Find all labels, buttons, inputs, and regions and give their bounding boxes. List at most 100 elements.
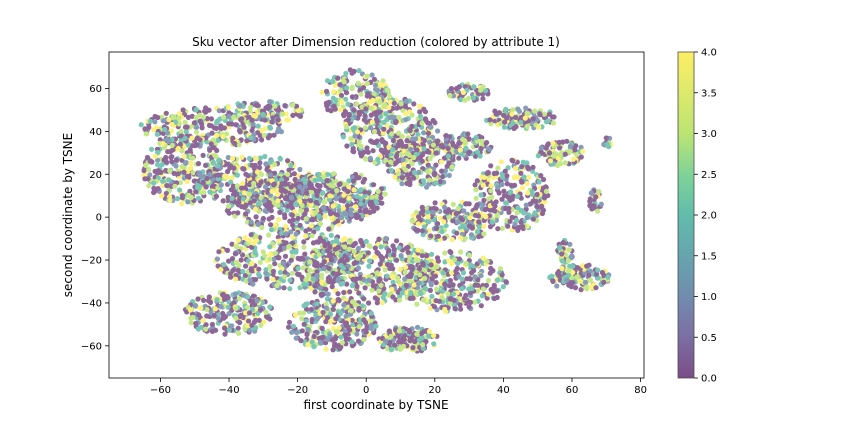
scatter-point: [371, 182, 377, 188]
scatter-point: [424, 184, 430, 190]
scatter-point: [472, 212, 479, 218]
scatter-point: [538, 173, 544, 179]
scatter-point: [395, 171, 401, 177]
scatter-point: [338, 107, 344, 113]
scatter-point: [241, 124, 247, 130]
scatter-point: [447, 300, 453, 306]
scatter-point: [237, 128, 243, 134]
scatter-point: [599, 269, 606, 276]
scatter-point: [185, 114, 191, 120]
scatter-point: [480, 84, 486, 90]
scatter-point: [389, 273, 395, 279]
scatter-point: [238, 257, 244, 263]
scatter-point: [428, 233, 434, 239]
scatter-point: [411, 175, 417, 181]
scatter-point: [193, 107, 199, 113]
scatter-point: [232, 140, 238, 147]
scatter-point: [523, 206, 529, 212]
scatter-point: [440, 174, 446, 180]
scatter-point: [314, 316, 320, 322]
scatter-point: [439, 168, 445, 174]
scatter-point: [588, 190, 594, 196]
scatter-point: [307, 198, 314, 204]
scatter-point: [365, 250, 371, 256]
scatter-point: [444, 209, 450, 215]
scatter-point: [396, 114, 402, 120]
scatter-point: [233, 305, 239, 311]
scatter-point: [200, 114, 207, 120]
scatter-point: [346, 327, 353, 333]
scatter-point: [416, 337, 422, 343]
scatter-point: [351, 68, 357, 74]
scatter-point: [357, 275, 363, 281]
scatter-point: [302, 251, 308, 257]
scatter-point: [356, 305, 362, 312]
scatter-point: [494, 277, 501, 283]
scatter-point: [348, 207, 354, 213]
scatter-point: [483, 214, 489, 220]
scatter-point: [467, 223, 473, 229]
x-tick-label: 0: [363, 385, 369, 396]
scatter-point: [330, 347, 336, 353]
scatter-point: [270, 268, 277, 274]
scatter-point: [301, 244, 307, 250]
scatter-point: [441, 235, 447, 241]
scatter-point: [230, 267, 236, 273]
scatter-point: [163, 167, 169, 174]
scatter-point: [236, 199, 242, 205]
scatter-point: [341, 111, 347, 118]
scatter-point: [549, 114, 556, 120]
scatter-point: [434, 264, 440, 270]
scatter-point: [367, 209, 373, 215]
scatter-point: [341, 265, 347, 271]
scatter-point: [166, 177, 172, 183]
scatter-point: [197, 137, 203, 143]
scatter-point: [350, 145, 356, 151]
scatter-point: [440, 144, 446, 150]
scatter-point: [415, 131, 421, 138]
scatter-point: [403, 282, 409, 288]
colorbar-tick-label: 3.0: [701, 129, 717, 140]
scatter-point: [345, 188, 351, 195]
scatter-point: [209, 130, 215, 136]
scatter-point: [366, 300, 372, 306]
scatter-point: [381, 103, 387, 109]
scatter-point: [311, 344, 317, 350]
scatter-point: [456, 84, 462, 90]
scatter-point: [300, 256, 306, 262]
scatter-point: [297, 199, 303, 205]
scatter-point: [429, 293, 435, 300]
scatter-point: [463, 261, 470, 267]
scatter-point: [537, 111, 543, 118]
scatter-point: [141, 167, 147, 174]
scatter-point: [338, 281, 344, 287]
scatter-point: [466, 286, 472, 292]
scatter-point: [245, 323, 251, 329]
scatter-point: [403, 98, 409, 104]
scatter-point: [427, 156, 433, 162]
scatter-point: [370, 97, 376, 103]
scatter-point: [447, 249, 453, 255]
scatter-point: [155, 186, 161, 192]
scatter-point: [198, 324, 204, 330]
scatter-point: [257, 259, 263, 265]
scatter-point: [350, 178, 357, 184]
scatter-point: [270, 276, 276, 282]
scatter-point: [256, 317, 262, 323]
scatter-point: [454, 219, 461, 225]
scatter-point: [460, 136, 466, 143]
scatter-point: [534, 191, 540, 198]
scatter-point: [338, 310, 344, 316]
scatter-point: [151, 180, 157, 186]
scatter-point: [484, 295, 490, 301]
scatter-point: [177, 141, 183, 147]
scatter-point: [341, 289, 347, 296]
scatter-point: [368, 323, 374, 329]
scatter-point: [233, 276, 239, 282]
scatter-point: [375, 188, 381, 194]
scatter-point: [410, 136, 416, 142]
scatter-point: [358, 143, 364, 149]
scatter-point: [400, 343, 407, 349]
x-axis-ticks: −60 −40 −20 0 20 40 60 80: [150, 378, 647, 396]
scatter-point: [391, 246, 397, 252]
